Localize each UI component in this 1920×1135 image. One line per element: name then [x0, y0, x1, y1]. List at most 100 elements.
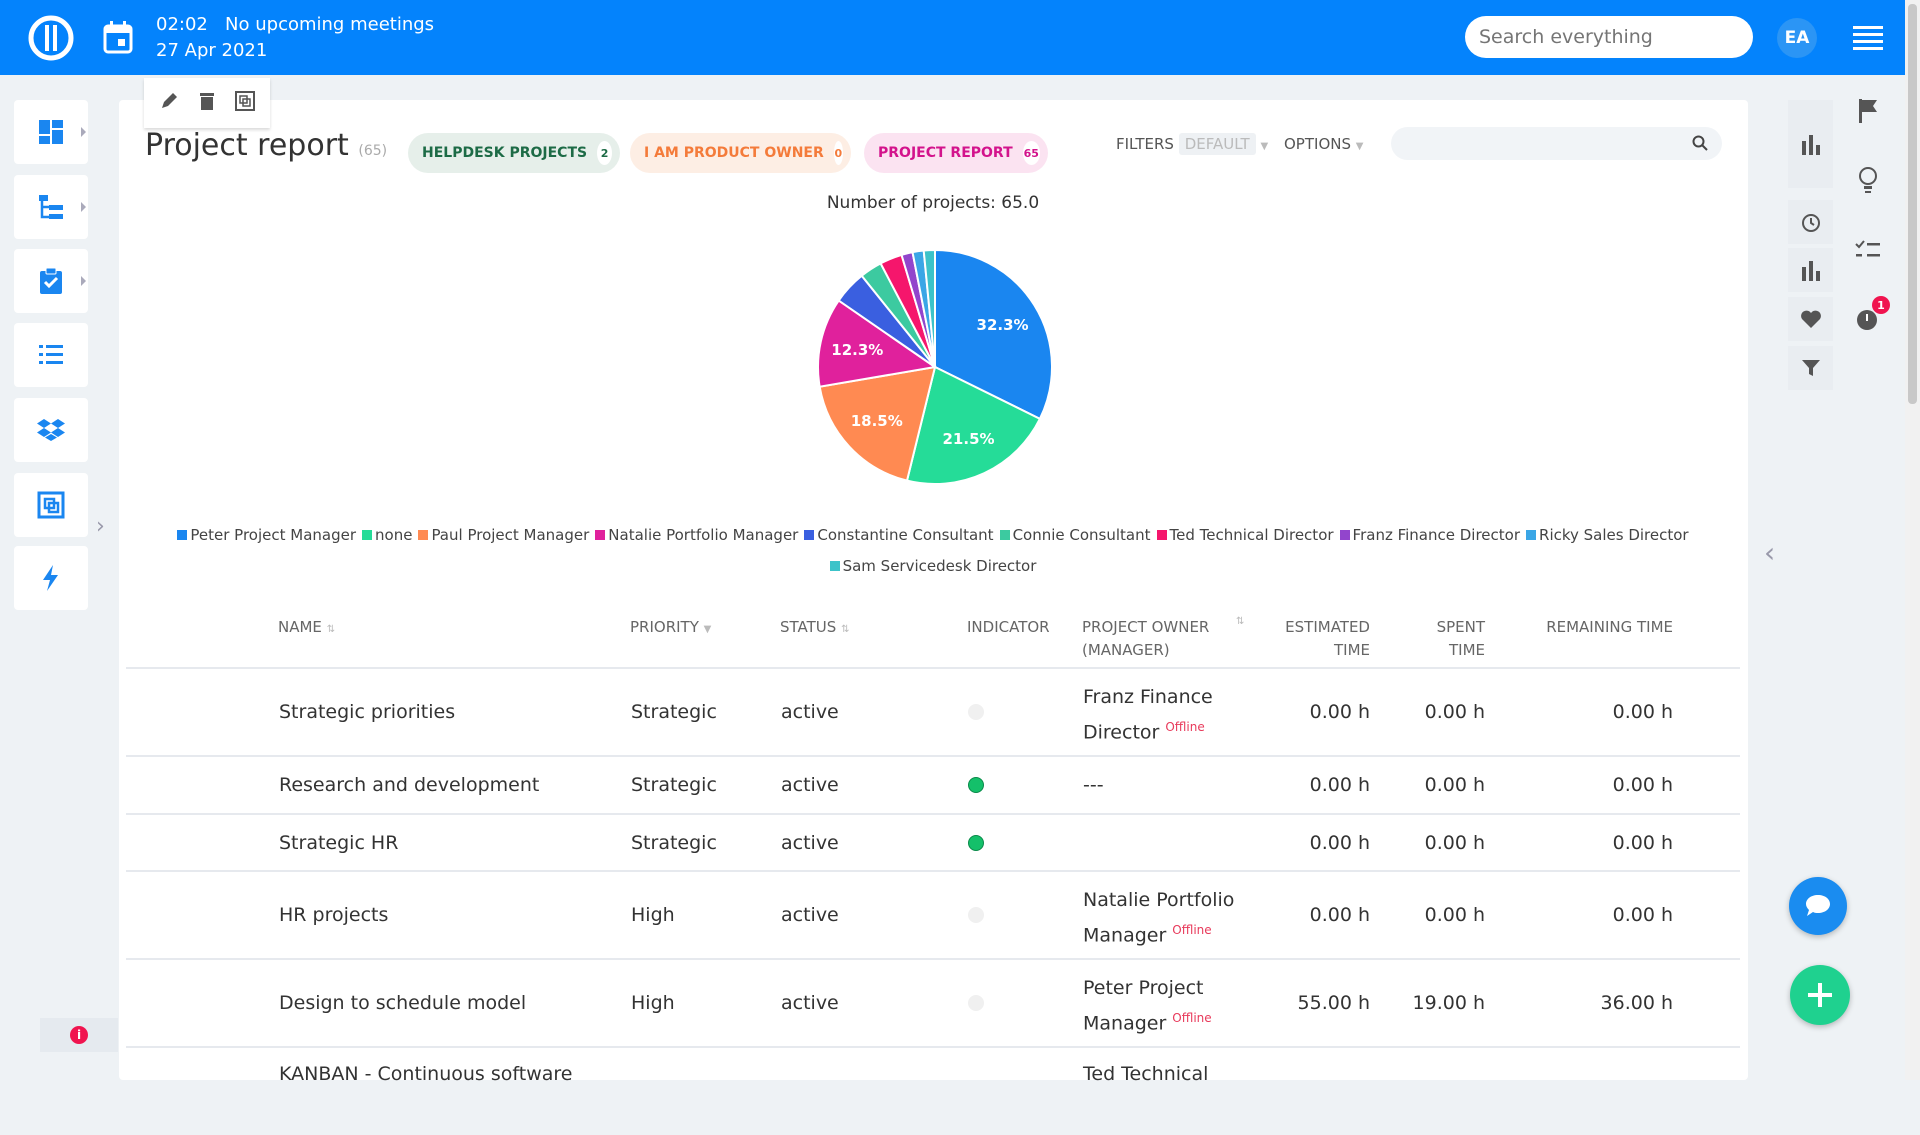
- global-search-input[interactable]: [1465, 16, 1753, 58]
- offline-status: Offline: [1172, 923, 1212, 937]
- table-search-input[interactable]: [1391, 127, 1722, 160]
- flag-icon[interactable]: [1853, 96, 1883, 126]
- pie-slice[interactable]: [922, 248, 936, 368]
- col-header-spent-time[interactable]: SPENT TIME: [1436, 618, 1485, 659]
- plus-icon: [1808, 983, 1832, 1007]
- project-name-link[interactable]: HR projects: [279, 904, 389, 926]
- filters-dropdown[interactable]: FILTERS DEFAULT ▼: [1116, 133, 1269, 155]
- project-owner[interactable]: Ted Technical: [1083, 1063, 1209, 1085]
- calendar-icon[interactable]: [103, 20, 133, 58]
- scrollbar[interactable]: [1905, 0, 1920, 1080]
- legend-item[interactable]: Constantine Consultant: [804, 520, 994, 551]
- right-panel-favorites[interactable]: [1788, 297, 1833, 341]
- lightbulb-icon[interactable]: [1853, 165, 1883, 195]
- col-header-project-owner[interactable]: PROJECT OWNER (MANAGER): [1082, 618, 1210, 659]
- meetings-status[interactable]: No upcoming meetings: [225, 14, 435, 35]
- indicator-dot: [968, 995, 984, 1011]
- timer-icon[interactable]: [1853, 304, 1883, 334]
- pie-slice[interactable]: [818, 365, 937, 482]
- legend-swatch: [418, 530, 429, 540]
- sidebar-dropbox[interactable]: [14, 398, 88, 462]
- sidebar-projects-tree[interactable]: [14, 175, 88, 239]
- offline-status: Offline: [1165, 720, 1205, 734]
- priority-value: Strategic: [631, 831, 717, 854]
- layout-icon[interactable]: [234, 91, 255, 115]
- project-name-link[interactable]: Research and development: [279, 774, 540, 796]
- legend-item[interactable]: Ricky Sales Director: [1526, 520, 1689, 551]
- status-value: active: [781, 992, 839, 1014]
- info-button[interactable]: i: [40, 1018, 118, 1052]
- col-header-estimated-time[interactable]: ESTIMATED TIME: [1285, 618, 1370, 659]
- pie-slice[interactable]: [817, 299, 938, 388]
- remaining-time: 0.00 h: [1612, 831, 1673, 854]
- module-toolbar: [144, 78, 270, 128]
- col-header-indicator[interactable]: INDICATOR: [967, 618, 1050, 636]
- expand-sidebar-chevron-icon[interactable]: ›: [96, 514, 105, 539]
- right-panel-report[interactable]: [1788, 248, 1833, 292]
- col-header-remaining-time[interactable]: REMAINING TIME: [1546, 618, 1673, 636]
- project-owner[interactable]: Peter Project Manager Offline: [1083, 977, 1212, 1035]
- scrollbar-thumb[interactable]: [1908, 4, 1917, 404]
- delete-trash-icon[interactable]: [198, 91, 216, 115]
- project-name-link[interactable]: KANBAN - Continuous software: [279, 1063, 573, 1085]
- chip-label: PROJECT REPORT: [878, 145, 1013, 161]
- sidebar-actions[interactable]: [14, 546, 88, 610]
- chip-product-owner[interactable]: I AM PRODUCT OWNER 0: [630, 133, 851, 173]
- project-owner[interactable]: Natalie Portfolio Manager Offline: [1083, 889, 1235, 947]
- chip-label: I AM PRODUCT OWNER: [644, 145, 824, 161]
- caret-down-icon: ▼: [1260, 141, 1269, 152]
- right-panel-alarm[interactable]: [1788, 200, 1833, 244]
- row-divider: [126, 870, 1740, 872]
- pie-slice[interactable]: [905, 365, 1042, 485]
- project-count: (65): [358, 143, 388, 159]
- sidebar-dashboard[interactable]: [14, 100, 88, 164]
- tree-icon: [39, 195, 63, 219]
- status-value: active: [781, 701, 839, 723]
- project-owner[interactable]: Franz Finance Director Offline: [1083, 686, 1213, 744]
- col-header-name[interactable]: NAME ⇅: [278, 618, 336, 636]
- sidebar-gantt[interactable]: [14, 473, 88, 537]
- legend-item[interactable]: Sam Servicedesk Director: [829, 551, 1036, 582]
- row-divider: [126, 813, 1740, 815]
- project-name-link[interactable]: Design to schedule model: [279, 992, 527, 1014]
- legend-swatch: [177, 530, 188, 540]
- spent-time: 0.00 h: [1424, 831, 1485, 854]
- sort-icon: ⇅: [326, 624, 336, 635]
- estimated-time: 0.00 h: [1309, 701, 1370, 723]
- collapse-panel-chevron-icon[interactable]: ‹: [1764, 536, 1776, 569]
- legend-item[interactable]: Paul Project Manager: [418, 520, 589, 551]
- legend-item[interactable]: Ted Technical Director: [1156, 520, 1334, 551]
- edit-pencil-icon[interactable]: [159, 91, 179, 115]
- legend-item[interactable]: none: [362, 520, 412, 551]
- bar-chart-icon: [1801, 261, 1820, 281]
- sidebar-list[interactable]: [14, 323, 88, 387]
- search-icon[interactable]: [1692, 135, 1708, 155]
- chart-title: Number of projects: 65.0: [826, 193, 1040, 213]
- project-owner[interactable]: ---: [1083, 774, 1104, 796]
- right-panel-filter[interactable]: [1788, 346, 1833, 390]
- right-panel-stats[interactable]: [1788, 100, 1833, 188]
- status-value: active: [781, 904, 839, 926]
- legend-item[interactable]: Peter Project Manager: [177, 520, 356, 551]
- checklist-icon[interactable]: [1853, 236, 1883, 266]
- options-dropdown[interactable]: OPTIONS ▼: [1284, 135, 1363, 153]
- chip-helpdesk-projects[interactable]: HELPDESK PROJECTS 2: [408, 133, 620, 173]
- sort-icon[interactable]: ⇅: [1236, 616, 1245, 627]
- hamburger-menu-icon[interactable]: [1853, 26, 1883, 54]
- legend-item[interactable]: Franz Finance Director: [1339, 520, 1520, 551]
- project-name-link[interactable]: Strategic priorities: [279, 701, 456, 723]
- indicator-dot: [968, 834, 984, 851]
- sidebar-tasks[interactable]: [14, 249, 88, 313]
- chat-button[interactable]: [1789, 877, 1847, 935]
- dashboard-icon: [39, 120, 63, 144]
- app-logo-icon[interactable]: [28, 15, 74, 65]
- legend-item[interactable]: Natalie Portfolio Manager: [595, 520, 798, 551]
- legend-item[interactable]: Connie Consultant: [999, 520, 1151, 551]
- chip-project-report[interactable]: PROJECT REPORT 65: [864, 133, 1048, 173]
- col-header-status[interactable]: STATUS ⇅: [780, 618, 850, 636]
- add-button[interactable]: [1790, 965, 1850, 1025]
- user-avatar[interactable]: EA: [1777, 18, 1817, 58]
- pie-slice[interactable]: [934, 248, 1053, 421]
- project-name-link[interactable]: Strategic HR: [279, 831, 399, 854]
- col-header-priority[interactable]: PRIORITY ▼: [630, 618, 712, 636]
